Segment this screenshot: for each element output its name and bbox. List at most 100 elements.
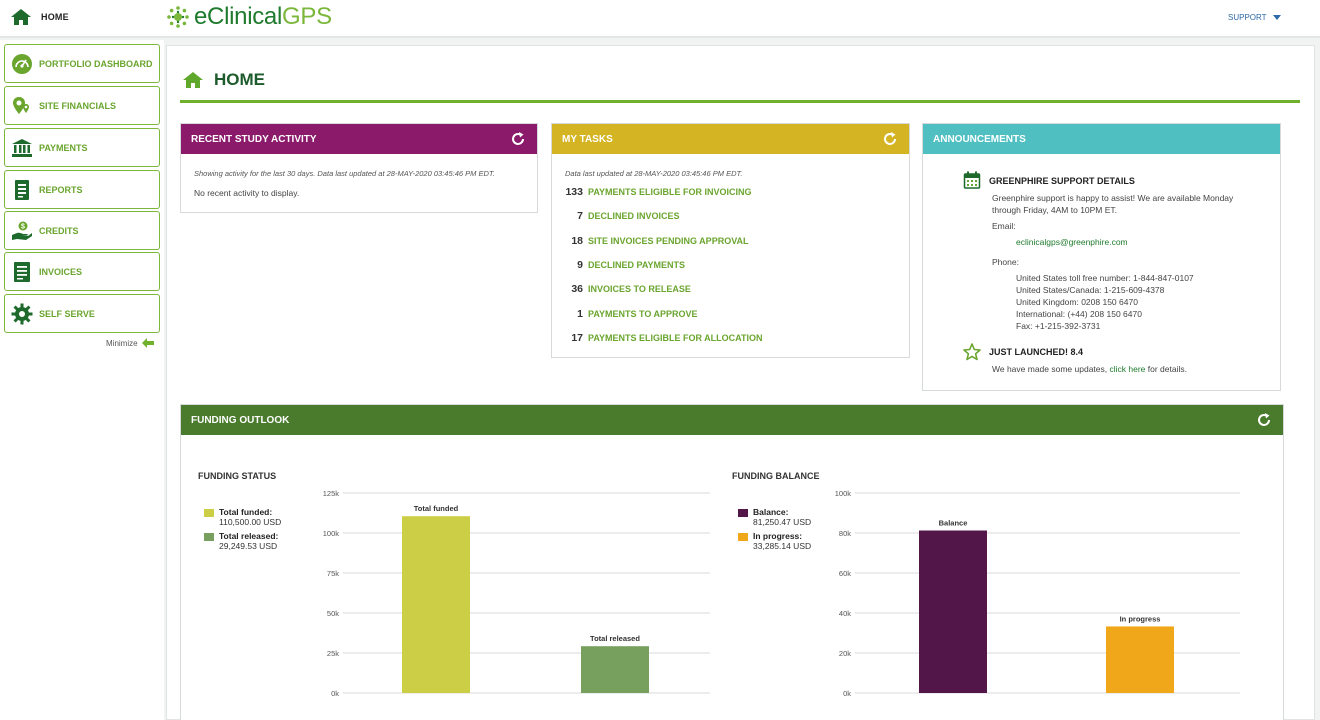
legend-swatch [738,509,748,517]
gauge-icon [11,53,33,75]
task-item[interactable]: 9 DECLINED PAYMENTS [552,253,902,277]
bar [919,530,987,693]
sidebar-item-credits[interactable]: $ CREDITS [4,211,160,250]
click-here-link[interactable]: click here [1109,364,1146,374]
task-count: 1 [577,307,583,320]
legend-swatch [204,533,214,541]
minimize-sidebar-button[interactable]: Minimize [106,338,154,348]
launch-text: We have made some updates, click here fo… [992,364,1187,374]
y-tick-label: 25k [327,649,339,658]
home-icon [11,9,31,25]
support-email-link[interactable]: eclinicalgps@greenphire.com [1016,237,1128,247]
my-tasks-panel: MY TASKS Data last updated at 28-MAY-202… [551,123,910,358]
sidebar-item-portfolio-dashboard[interactable]: PORTFOLIO DASHBOARD [4,44,160,83]
funding-balance-chart: 0k 20k 40k 60k 80k 100k Balance In progress [835,489,1240,698]
brand-logo: eClinicalGPS [166,3,332,31]
sidebar-item-site-financials[interactable]: SITE FINANCIALS [4,86,160,125]
task-item[interactable]: 7 DECLINED INVOICES [552,204,902,228]
home-label: HOME [41,12,69,22]
sidebar-item-invoices[interactable]: INVOICES [4,252,160,291]
task-link[interactable]: PAYMENTS ELIGIBLE FOR INVOICING [588,187,752,198]
task-item[interactable]: 17 PAYMENTS ELIGIBLE FOR ALLOCATION [552,326,902,350]
task-item[interactable]: 133 PAYMENTS ELIGIBLE FOR INVOICING [552,180,902,204]
legend-in-progress: In progress: 33,285.14 USD [738,531,811,551]
phone-line: United Kingdom: 0208 150 6470 [1016,297,1138,307]
task-count: 36 [571,283,583,296]
bar [402,516,470,693]
brand-name: eClinicalGPS [194,3,332,30]
page-title: HOME [182,70,265,90]
announcements-panel: ANNOUNCEMENTS GREENPHIRE SUPPORT DETAILS… [922,123,1281,391]
support-menu[interactable]: SUPPORT [1228,13,1281,22]
phone-label: Phone: [992,257,1019,267]
phone-line: International: (+44) 208 150 6470 [1016,309,1142,319]
sidebar-item-label: PAYMENTS [39,142,88,153]
calendar-icon [963,171,981,189]
task-count: 17 [571,331,583,344]
phone-line: United States toll free number: 1-844-84… [1016,273,1194,283]
sidebar-item-label: SELF SERVE [39,308,95,319]
y-tick-label: 50k [327,609,339,618]
refresh-icon[interactable] [1255,411,1273,429]
sidebar-item-reports[interactable]: REPORTS [4,170,160,209]
just-launched-title: JUST LAUNCHED! 8.4 [989,347,1084,357]
task-item[interactable]: 36 INVOICES TO RELEASE [552,277,902,301]
recent-activity-note: Showing activity for the last 30 days. D… [194,169,495,178]
funding-status-title: FUNDING STATUS [198,471,277,481]
bar [581,646,649,693]
star-icon [963,343,981,361]
title-divider [180,100,1300,103]
task-link[interactable]: PAYMENTS TO APPROVE [588,308,698,319]
y-tick-label: 20k [839,649,851,658]
sidebar-item-label: PORTFOLIO DASHBOARD [39,58,153,69]
legend-swatch [204,509,214,517]
fax-line: Fax: +1-215-392-3731 [1016,321,1101,331]
chevron-down-icon [1272,15,1281,20]
y-tick-label: 0k [843,689,851,698]
gear-icon [11,303,33,325]
legend-balance: Balance: 81,250.47 USD [738,507,811,527]
minimize-label: Minimize [106,338,138,348]
funding-outlook-title: FUNDING OUTLOOK [191,414,290,426]
task-item[interactable]: 1 PAYMENTS TO APPROVE [552,301,902,325]
tasks-list: 133 PAYMENTS ELIGIBLE FOR INVOICING 7 DECL… [552,180,902,350]
task-item[interactable]: 18 SITE INVOICES PENDING APPROVAL [552,229,902,253]
bar-label: Total released [590,634,640,643]
refresh-icon[interactable] [509,130,527,148]
bank-icon [11,137,33,159]
task-count: 9 [577,259,583,272]
task-link[interactable]: INVOICES TO RELEASE [588,284,691,295]
announcements-title: ANNOUNCEMENTS [933,133,1026,145]
funding-outlook-header: FUNDING OUTLOOK [181,405,1283,435]
support-text-line2: through Friday, 4AM to 10PM ET. [992,205,1118,215]
sidebar-item-label: INVOICES [39,266,83,277]
sidebar-item-label: REPORTS [39,184,83,195]
funding-outlook-panel: FUNDING OUTLOOK [180,404,1284,720]
recent-activity-header: RECENT STUDY ACTIVITY [181,124,537,154]
task-link[interactable]: PAYMENTS ELIGIBLE FOR ALLOCATION [588,332,763,343]
y-tick-label: 100k [323,529,340,538]
bar-label: Total funded [414,504,459,513]
home-link[interactable]: HOME [10,8,69,26]
recent-activity-empty: No recent activity to display. [194,188,300,198]
top-bar: HOME eClinicalGPS SUPPORT [0,0,1320,38]
sidebar-item-self-serve[interactable]: SELF SERVE [4,294,160,333]
recent-activity-panel: RECENT STUDY ACTIVITY Showing activity f… [180,123,538,213]
y-tick-label: 125k [323,489,340,498]
sunburst-logo-icon [167,6,189,28]
map-pin-icon [11,95,33,117]
legend-total-released: Total released: 29,249.53 USD [204,531,278,551]
my-tasks-title: MY TASKS [562,133,613,145]
funding-balance-title: FUNDING BALANCE [732,471,820,481]
my-tasks-header: MY TASKS [552,124,909,154]
task-link[interactable]: DECLINED INVOICES [588,211,680,222]
legend-total-funded: Total funded: 110,500.00 USD [204,507,281,527]
sidebar-item-payments[interactable]: PAYMENTS [4,128,160,167]
refresh-icon[interactable] [881,130,899,148]
task-link[interactable]: DECLINED PAYMENTS [588,260,686,271]
phone-line: United States/Canada: 1-215-609-4378 [1016,285,1165,295]
task-link[interactable]: SITE INVOICES PENDING APPROVAL [588,235,749,246]
my-tasks-note: Data last updated at 28-MAY-2020 03:45:4… [565,169,743,178]
report-icon [11,179,33,201]
sidebar-item-label: SITE FINANCIALS [39,100,117,111]
